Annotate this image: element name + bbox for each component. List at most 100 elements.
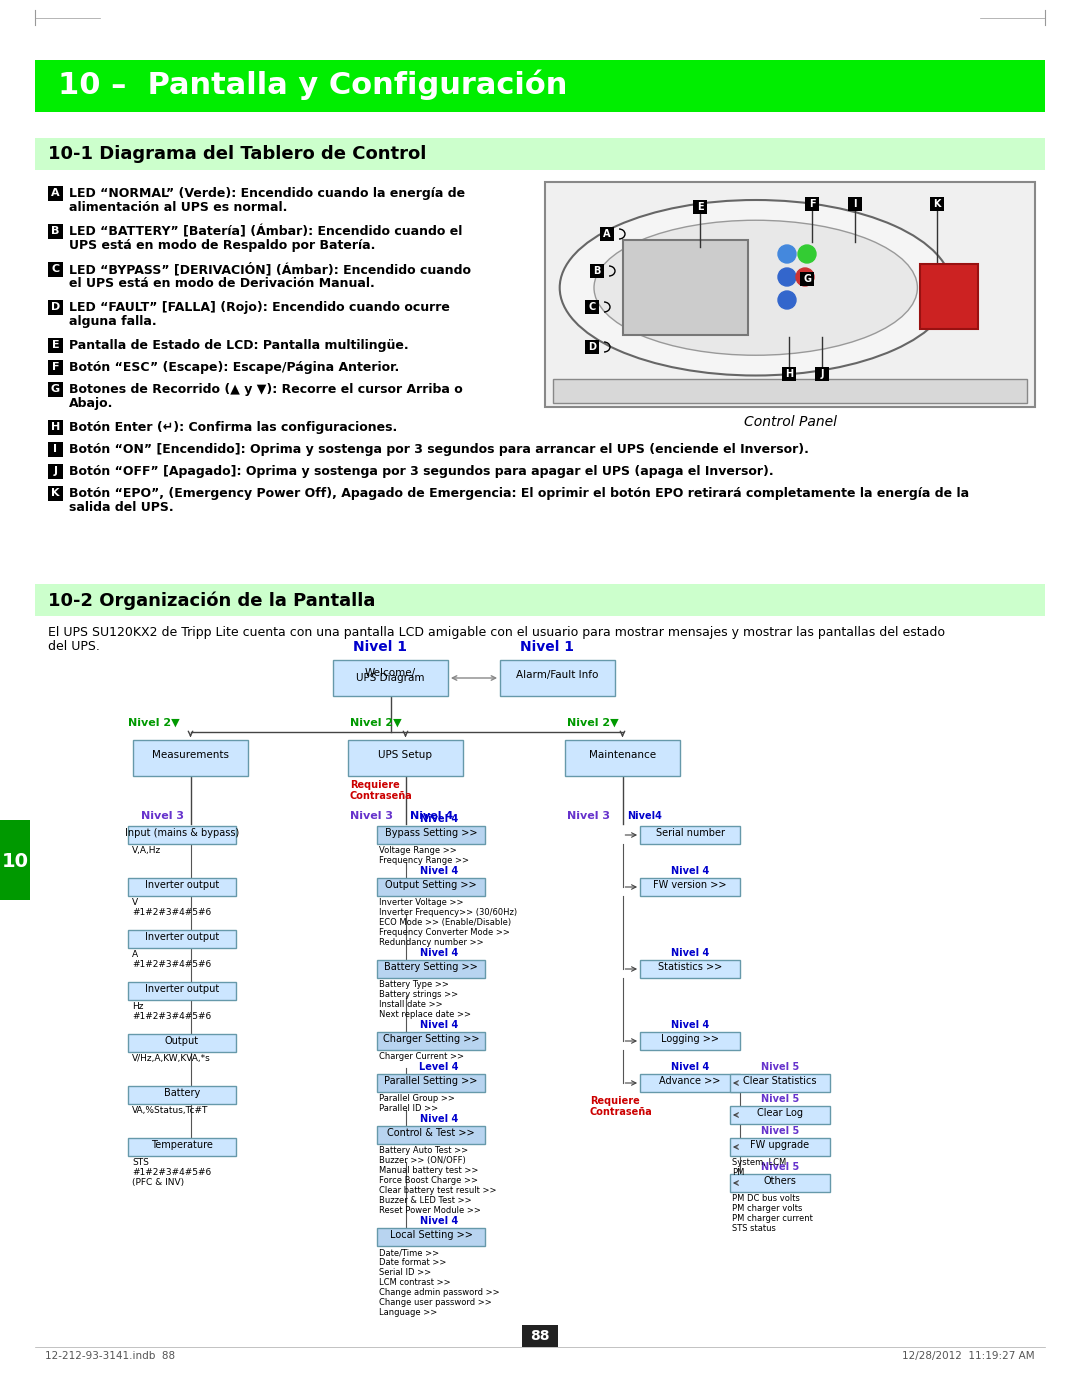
Bar [129, 982, 237, 1000]
Text: Nivel 4: Nivel 4 [420, 1020, 458, 1030]
Text: Clear Log: Clear Log [757, 1107, 804, 1118]
Text: E: E [697, 202, 703, 212]
Bar [48, 464, 63, 479]
Bar [48, 337, 63, 353]
Bar [805, 197, 819, 211]
Bar [48, 486, 63, 501]
Bar [129, 929, 237, 947]
Bar [848, 197, 862, 211]
Bar [48, 300, 63, 315]
Text: 88: 88 [530, 1329, 550, 1343]
Text: Next replace date >>: Next replace date >> [379, 1009, 471, 1019]
Text: Battery Setting >>: Battery Setting >> [384, 961, 477, 972]
Bar [815, 368, 829, 381]
Text: Battery Auto Test >>: Battery Auto Test >> [379, 1146, 468, 1155]
Text: Reset Power Module >>: Reset Power Module >> [379, 1206, 481, 1215]
Text: Parallel Setting >>: Parallel Setting >> [384, 1075, 477, 1085]
Text: Change admin password >>: Change admin password >> [379, 1287, 500, 1297]
Text: Nivel 5: Nivel 5 [761, 1062, 799, 1073]
Text: Parallel Group >>: Parallel Group >> [379, 1093, 455, 1103]
Text: Nivel 4: Nivel 4 [420, 866, 458, 876]
Text: alimentación al UPS es normal.: alimentación al UPS es normal. [69, 201, 287, 213]
Text: Battery Type >>: Battery Type >> [379, 980, 449, 989]
Text: Nivel 4: Nivel 4 [410, 811, 454, 821]
Text: Nivel 4: Nivel 4 [671, 1062, 710, 1073]
Text: Frequency Range >>: Frequency Range >> [379, 856, 469, 865]
Text: salida del UPS.: salida del UPS. [69, 501, 174, 514]
Bar [920, 264, 978, 329]
Text: el UPS está en modo de Derivación Manual.: el UPS está en modo de Derivación Manual… [69, 277, 375, 291]
Text: Level 4: Level 4 [419, 1062, 459, 1073]
Bar [800, 273, 814, 286]
Text: Statistics >>: Statistics >> [658, 961, 723, 972]
Text: (PFC & INV): (PFC & INV) [132, 1177, 184, 1187]
Text: Nivel 5: Nivel 5 [761, 1162, 799, 1172]
Bar [730, 1106, 831, 1124]
Text: #1#2#3#4#5#6: #1#2#3#4#5#6 [132, 907, 212, 917]
Text: V: V [132, 898, 138, 907]
Text: Install date >>: Install date >> [379, 1000, 443, 1009]
Ellipse shape [594, 220, 917, 355]
Text: LED “BATTERY” [Batería] (Ámbar): Encendido cuando el: LED “BATTERY” [Batería] (Ámbar): Encendi… [69, 224, 462, 238]
Bar [35, 61, 1045, 112]
Text: alguna falla.: alguna falla. [69, 315, 157, 328]
Bar [545, 182, 1035, 408]
Text: LED “FAULT” [FALLA] (Rojo): Encendido cuando ocurre: LED “FAULT” [FALLA] (Rojo): Encendido cu… [69, 302, 450, 314]
Text: Control & Test >>: Control & Test >> [388, 1128, 475, 1137]
Text: Voltage Range >>: Voltage Range >> [379, 845, 457, 855]
Text: STS status: STS status [732, 1224, 775, 1232]
Bar [377, 1074, 485, 1092]
Text: E: E [52, 340, 59, 351]
Bar [930, 197, 944, 211]
Circle shape [778, 245, 796, 263]
Text: Charger Setting >>: Charger Setting >> [382, 1034, 480, 1044]
Text: Inverter Voltage >>: Inverter Voltage >> [379, 898, 463, 907]
Bar [590, 264, 604, 278]
Text: #1#2#3#4#5#6: #1#2#3#4#5#6 [132, 1168, 212, 1177]
Bar [640, 960, 740, 978]
Text: C: C [52, 264, 59, 274]
Bar [348, 739, 463, 777]
Text: VA,%Status,Tc#T: VA,%Status,Tc#T [132, 1106, 208, 1115]
Text: Nivel 2▼: Nivel 2▼ [129, 717, 179, 728]
Bar [129, 879, 237, 896]
Circle shape [778, 291, 796, 308]
Text: Nivel 3: Nivel 3 [567, 811, 610, 821]
Text: Nivel 3: Nivel 3 [350, 811, 393, 821]
Text: Frequency Converter Mode >>: Frequency Converter Mode >> [379, 928, 510, 936]
Text: Nivel 4: Nivel 4 [420, 814, 458, 823]
Text: Nivel 4: Nivel 4 [671, 866, 710, 876]
Text: UPS Setup: UPS Setup [378, 750, 432, 760]
Text: PM charger current: PM charger current [732, 1215, 813, 1223]
Text: del UPS.: del UPS. [48, 640, 99, 653]
Text: LED “BYPASS” [DERIVACIÓN] (Ámbar): Encendido cuando: LED “BYPASS” [DERIVACIÓN] (Ámbar): Encen… [69, 263, 471, 277]
Text: Bypass Setting >>: Bypass Setting >> [384, 828, 477, 837]
Text: I: I [853, 200, 856, 209]
Bar [48, 420, 63, 435]
Bar [377, 879, 485, 896]
Text: Nivel 5: Nivel 5 [761, 1093, 799, 1104]
Text: I: I [54, 445, 57, 454]
Text: System, LCM: System, LCM [732, 1158, 786, 1166]
Text: J: J [820, 369, 824, 379]
Text: 10: 10 [1, 852, 28, 872]
Text: Battery strings >>: Battery strings >> [379, 990, 458, 998]
Bar [623, 240, 748, 335]
Bar [782, 368, 796, 381]
Text: ECO Mode >> (Enable/Disable): ECO Mode >> (Enable/Disable) [379, 918, 511, 927]
Text: B: B [593, 266, 600, 275]
Text: Serial ID >>: Serial ID >> [379, 1268, 431, 1276]
Text: Others: Others [764, 1176, 796, 1186]
Bar [48, 186, 63, 201]
Text: FW upgrade: FW upgrade [751, 1140, 810, 1150]
Text: LCM contrast >>: LCM contrast >> [379, 1278, 450, 1287]
Text: STS: STS [132, 1158, 149, 1166]
Text: Nivel 1: Nivel 1 [353, 640, 407, 654]
Text: Nivel 3: Nivel 3 [141, 811, 184, 821]
Text: B: B [52, 226, 59, 237]
Bar [35, 138, 1045, 169]
Bar [377, 1031, 485, 1051]
Text: Maintenance: Maintenance [589, 750, 656, 760]
Text: G: G [51, 384, 60, 394]
Text: Welcome/: Welcome/ [365, 668, 416, 677]
